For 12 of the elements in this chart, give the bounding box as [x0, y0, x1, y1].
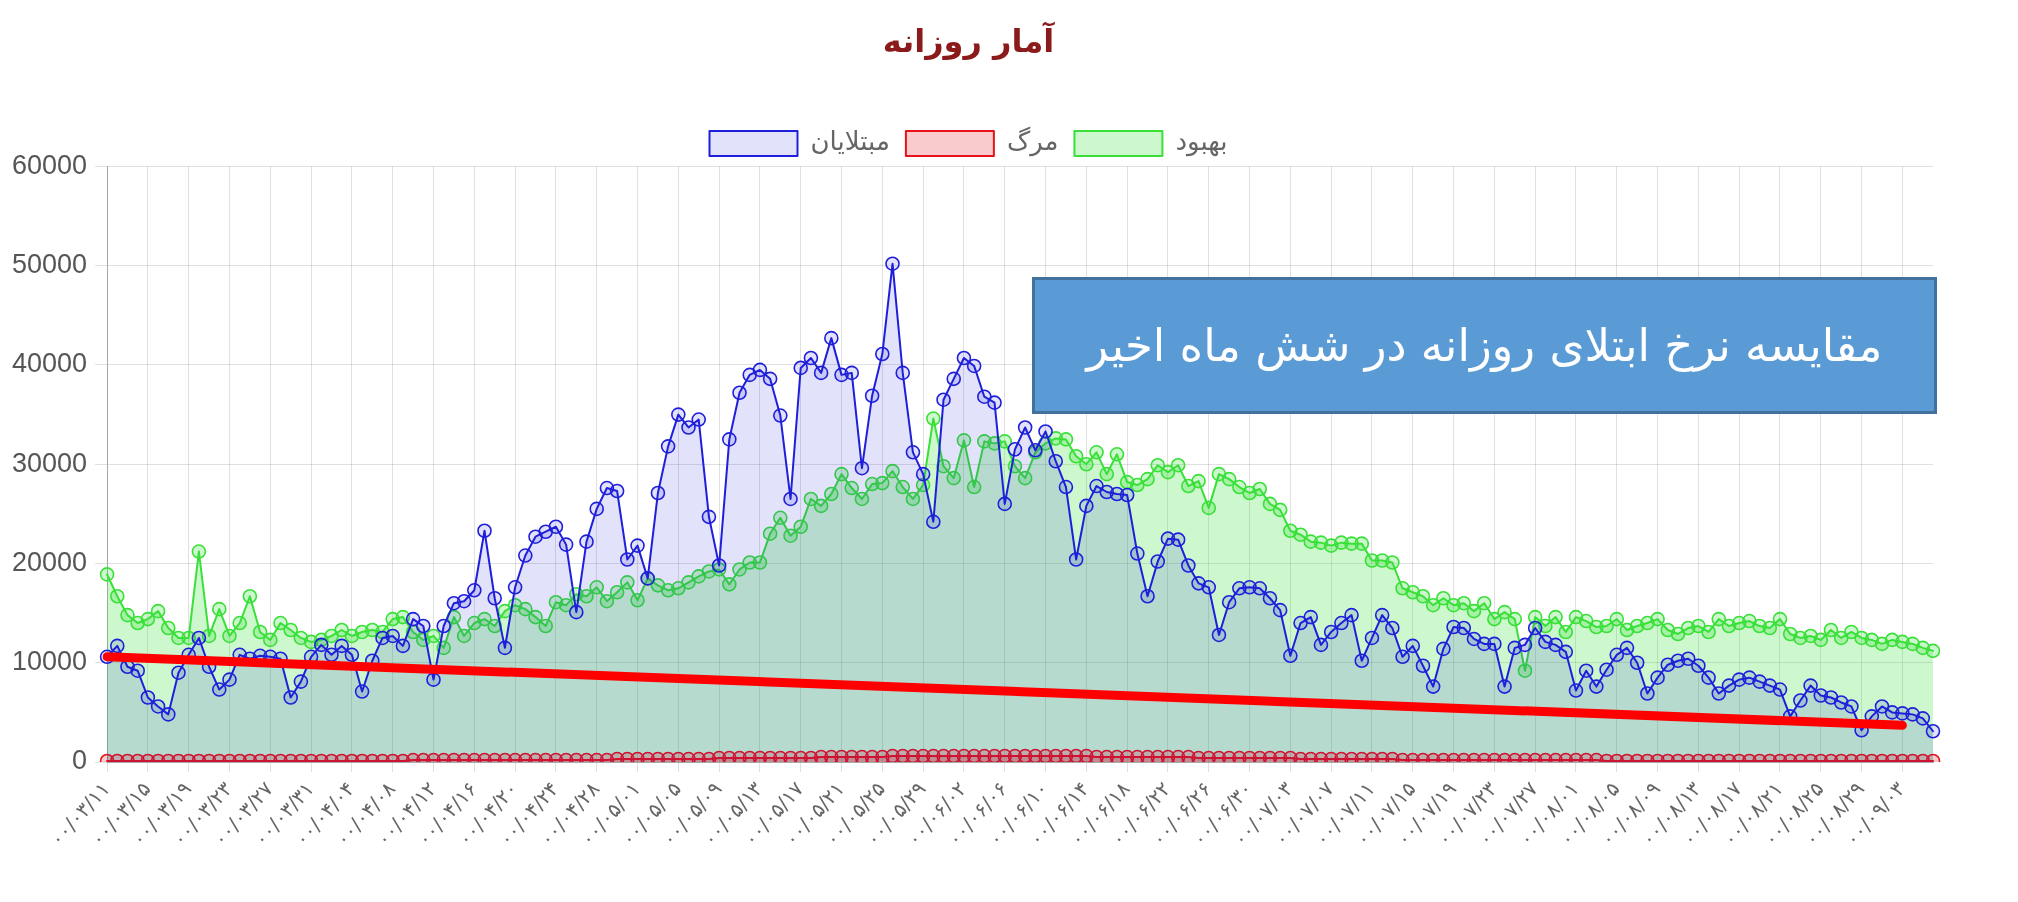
- legend-label: مبتلایان: [810, 126, 890, 157]
- annotation: مقایسه نرخ ابتلای روزانه در شش ماه اخیر: [1032, 277, 1937, 414]
- legend-label: مرگ: [1006, 126, 1059, 158]
- y-tick-label: 0: [72, 745, 88, 776]
- y-tick-label: 20000: [11, 546, 88, 577]
- y-tick-label: 60000: [11, 149, 88, 180]
- y-tick-label: 30000: [11, 447, 88, 478]
- y-tick-label: 50000: [11, 249, 88, 280]
- legend-label: بهبود: [1175, 126, 1228, 158]
- y-tick-label: 40000: [11, 348, 88, 379]
- y-tick-label: 10000: [11, 646, 88, 677]
- chart-title: آمار روزانه: [882, 20, 1056, 60]
